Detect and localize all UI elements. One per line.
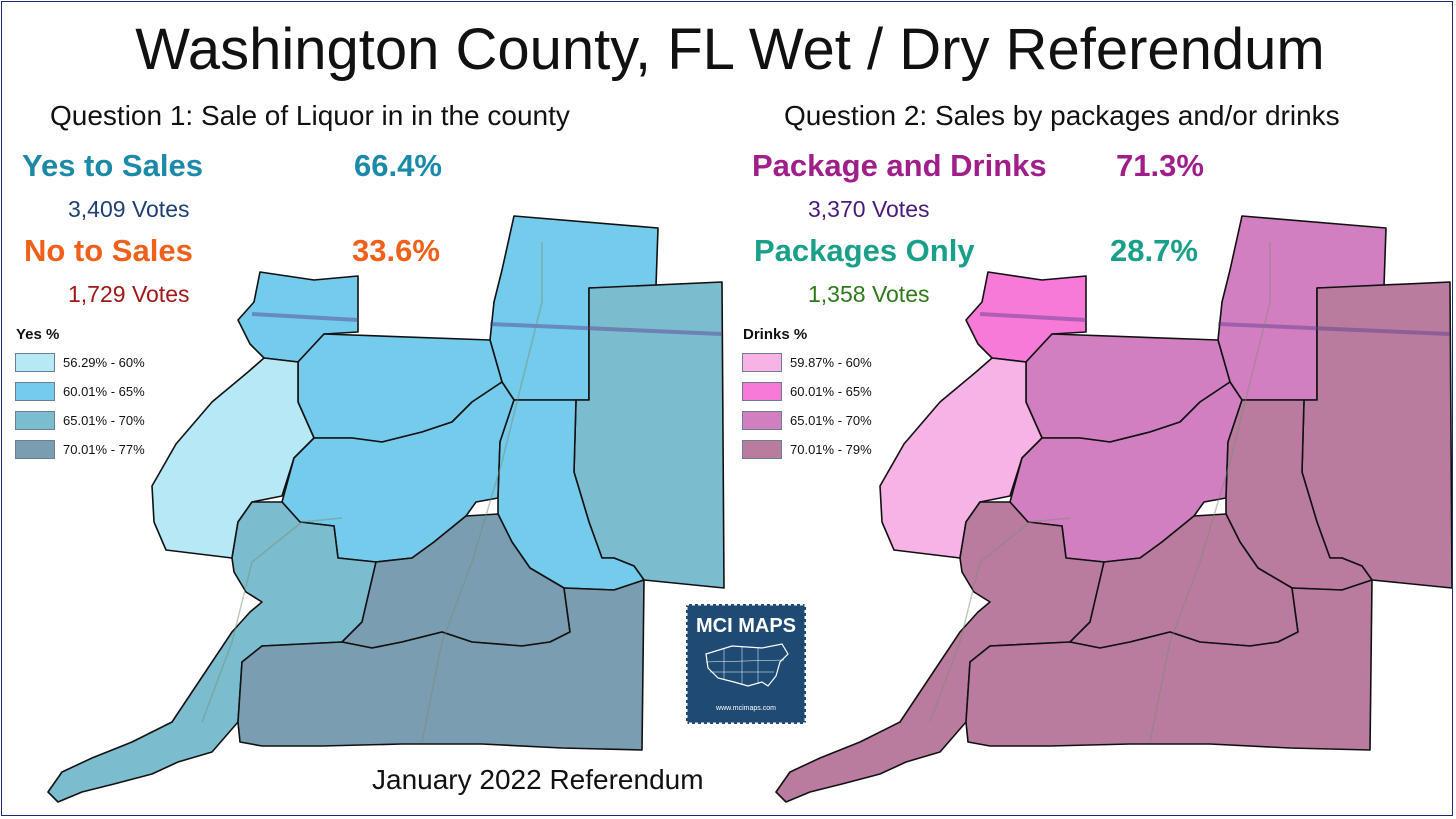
legend-label: 59.87% - 60% — [790, 355, 872, 370]
legend-swatch — [15, 440, 55, 459]
usa-outline-icon — [705, 643, 789, 687]
map-question2 — [775, 215, 1452, 803]
district-southwest-arm — [47, 501, 377, 803]
legend-swatch — [742, 411, 782, 430]
state-routes — [929, 242, 1271, 743]
legend-item: 65.01% - 70% — [15, 411, 145, 430]
legend-item: 60.01% - 65% — [15, 382, 145, 401]
legend-label: 56.29% - 60% — [63, 355, 145, 370]
map-question1 — [47, 215, 725, 803]
legend1-title: Yes % — [16, 326, 60, 343]
legend-item: 65.01% - 70% — [742, 411, 872, 430]
legend-label: 65.01% - 70% — [790, 413, 872, 428]
mci-maps-logo: MCI MAPS www.mcimaps.com — [684, 602, 808, 726]
question2-heading: Question 2: Sales by packages and/or dri… — [784, 100, 1340, 131]
legend-swatch — [742, 353, 782, 372]
usa-states-lines-icon — [705, 647, 785, 685]
badge-url: www.mcimaps.com — [715, 705, 776, 712]
legend-label: 70.01% - 77% — [63, 442, 145, 457]
legend-swatch — [742, 440, 782, 459]
q2-package-drinks-label: Package and Drinks — [752, 148, 1047, 183]
legend-swatch — [15, 411, 55, 430]
legend-label: 65.01% - 70% — [63, 413, 145, 428]
page-title: Washington County, FL Wet / Dry Referend… — [135, 17, 1325, 82]
q1-yes-percent: 66.4% — [354, 148, 442, 183]
legend-item: 70.01% - 79% — [742, 440, 872, 459]
badge-title: MCI MAPS — [696, 615, 796, 637]
footer-caption: January 2022 Referendum — [372, 764, 704, 795]
district-southeast — [965, 579, 1373, 751]
q1-no-votes: 1,729 Votes — [68, 281, 190, 307]
q1-no-label: No to Sales — [24, 233, 193, 268]
legend2-title: Drinks % — [743, 326, 808, 343]
q2-package-drinks-votes: 3,370 Votes — [808, 196, 930, 222]
question1-heading: Question 1: Sale of Liquor in in the cou… — [50, 100, 570, 131]
q1-yes-votes: 3,409 Votes — [68, 196, 190, 222]
state-routes — [201, 242, 543, 743]
interstate-highway — [251, 312, 723, 336]
q2-packages-only-label: Packages Only — [754, 233, 975, 268]
legend-label: 70.01% - 79% — [790, 442, 872, 457]
q1-no-percent: 33.6% — [352, 233, 440, 268]
legend-swatch — [15, 353, 55, 372]
legend-swatch — [15, 382, 55, 401]
q2-packages-only-percent: 28.7% — [1110, 233, 1198, 268]
legend-item: 56.29% - 60% — [15, 353, 145, 372]
legend-item: 60.01% - 65% — [742, 382, 872, 401]
q1-yes-label: Yes to Sales — [22, 148, 203, 183]
q2-packages-only-votes: 1,358 Votes — [808, 281, 930, 307]
interstate-highway — [979, 312, 1451, 336]
legend-label: 60.01% - 65% — [63, 384, 145, 399]
legend-item: 59.87% - 60% — [742, 353, 872, 372]
district-southwest-arm — [775, 501, 1105, 803]
legend-item: 70.01% - 77% — [15, 440, 145, 459]
legend-label: 60.01% - 65% — [790, 384, 872, 399]
district-southeast — [237, 579, 645, 751]
legend-swatch — [742, 382, 782, 401]
q2-package-drinks-percent: 71.3% — [1116, 148, 1204, 183]
